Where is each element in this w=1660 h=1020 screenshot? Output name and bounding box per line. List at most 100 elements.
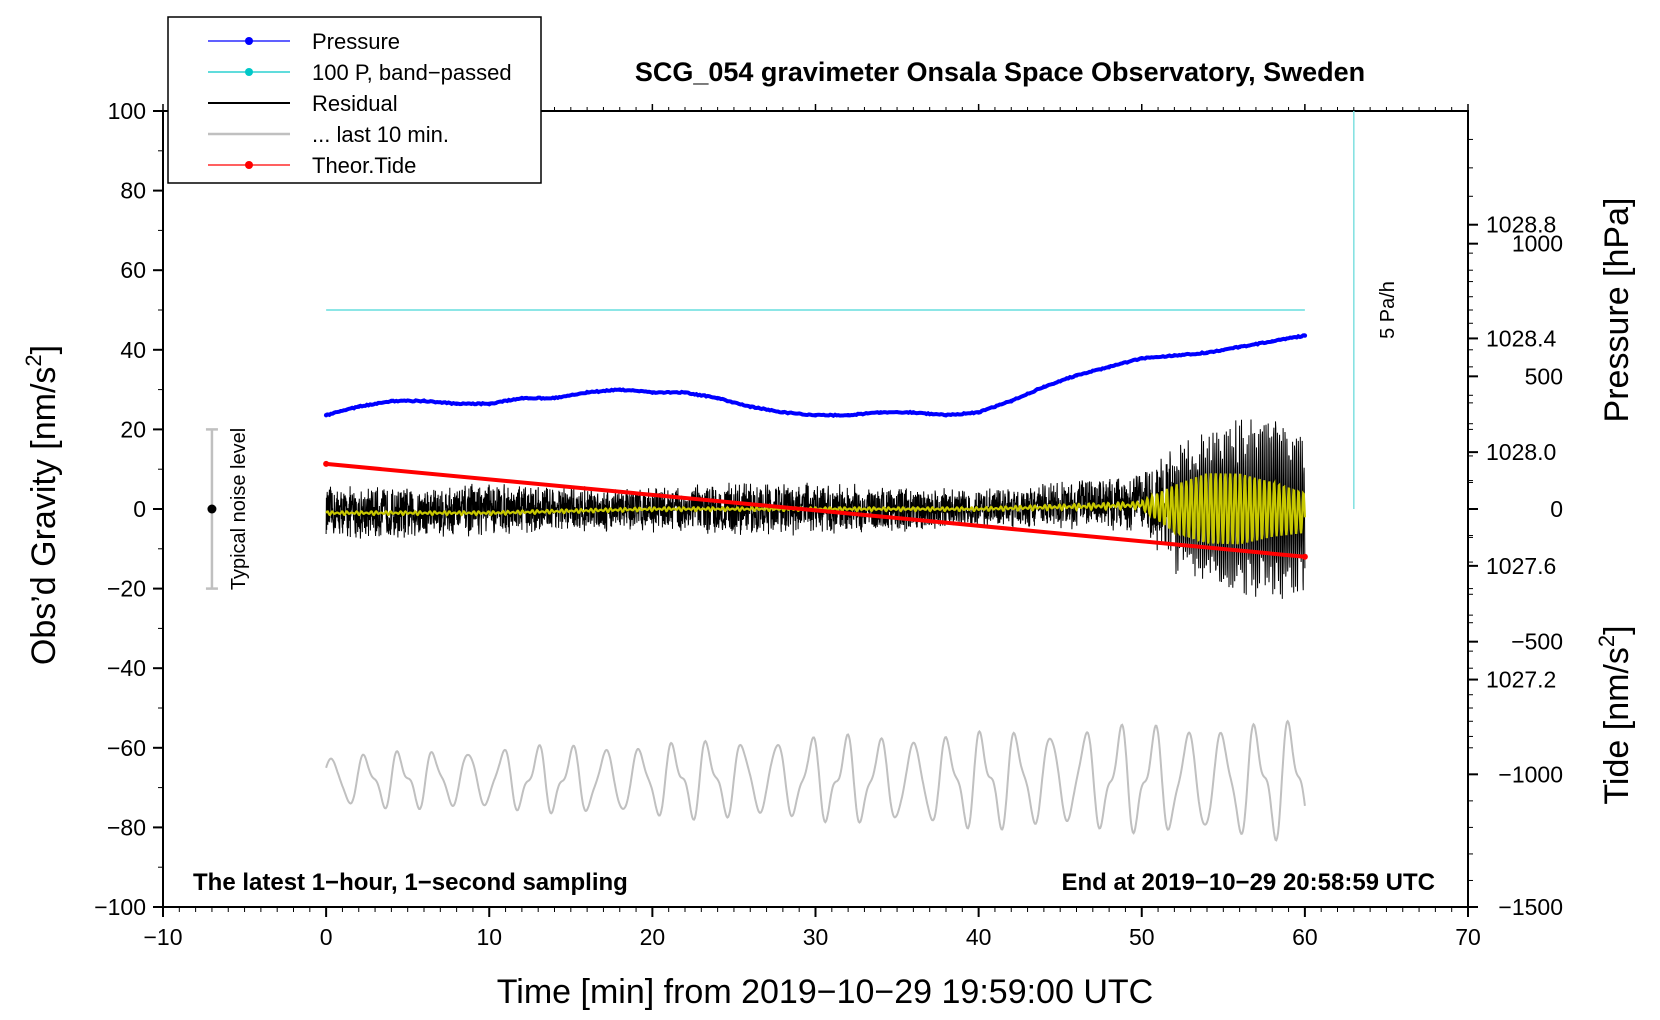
tide-tick-label: 1000: [1512, 231, 1563, 257]
legend-item: ... last 10 min.: [208, 122, 449, 147]
series-layer: [323, 309, 1308, 842]
pressure-point: [519, 395, 525, 401]
tide-tick-label: 0: [1550, 496, 1563, 522]
series-residual-line: [325, 419, 1306, 599]
pressure-point: [356, 404, 361, 409]
legend-label: Residual: [312, 91, 398, 116]
pressure-point: [682, 390, 688, 395]
y-tick-label: 60: [120, 257, 146, 283]
y-axis-title-left-end: ]: [25, 345, 63, 354]
x-tick-label: 40: [966, 924, 992, 950]
x-tick-label: 30: [803, 924, 829, 950]
pressure-tick-label: 1027.6: [1486, 553, 1556, 579]
y-axis-title-tide-end: ]: [1598, 625, 1636, 634]
legend-swatch-marker: [245, 37, 253, 45]
pressure-point: [487, 401, 492, 407]
y-axis-title-left: Obs’d Gravity [nm/s2]: [21, 345, 63, 665]
y-axis-title-tide-main: Tide [nm/s: [1598, 647, 1636, 804]
y-tick-label: −20: [107, 576, 146, 602]
legend-swatch-marker: [245, 68, 253, 76]
pressure-point: [1074, 373, 1079, 378]
annotation-layer: Typical noise level 5 Pa/h: [205, 111, 1399, 590]
series-theoretical-tide-line: [325, 461, 1306, 559]
pressure-tick-label: 1028.4: [1486, 325, 1557, 351]
x-tick-label: 20: [640, 924, 666, 950]
axes-layer: −10 0 10 20 30 40 50 60 70100806040200−20−40−60−…: [94, 98, 1563, 950]
pressure-point: [1172, 353, 1177, 358]
pressure-point: [323, 412, 329, 418]
tide-point: [1301, 553, 1308, 560]
tide-point: [323, 460, 330, 467]
legend-swatch-marker: [245, 161, 253, 169]
rate-scale-label: 5 Pa/h: [1377, 281, 1399, 339]
legend-item: Pressure: [208, 29, 400, 54]
legend-label: 100 P, band−passed: [312, 60, 512, 85]
pressure-point: [650, 390, 655, 395]
y-tick-label: 0: [133, 496, 146, 522]
pressure-point: [780, 410, 786, 415]
pressure-point: [813, 412, 818, 418]
y-axis-title-left-main: Obs’d Gravity [nm/s: [25, 367, 63, 666]
tide-tick-label: −1000: [1498, 761, 1563, 787]
series-last-10-min-line: [325, 719, 1306, 842]
legend: Pressure 100 P, band−passed Residual ... la…: [167, 16, 542, 184]
bottom-left-note: The latest 1−hour, 1−second sampling: [193, 869, 628, 896]
bottom-right-note: End at 2019−10−29 20:58:59 UTC: [1061, 869, 1435, 896]
legend-item: Theor.Tide: [208, 153, 416, 178]
tide-tick-label: −500: [1511, 629, 1563, 655]
pressure-point: [878, 410, 883, 415]
pressure-point: [845, 412, 851, 418]
pressure-point: [943, 412, 949, 418]
pressure-point: [584, 390, 590, 395]
y-tick-label: 20: [120, 416, 146, 442]
legend-item: Residual: [208, 91, 398, 116]
pressure-point: [748, 404, 753, 409]
x-tick-label: 0: [320, 924, 333, 950]
pressure-point: [617, 387, 622, 392]
y-axis-title-tide: Tide [nm/s2]: [1594, 625, 1636, 804]
y-tick-label: 100: [108, 98, 146, 124]
pressure-tick-label: 1028.8: [1486, 212, 1556, 238]
y-tick-label: −80: [107, 814, 146, 840]
pressure-point: [715, 395, 720, 401]
x-tick-label: 60: [1292, 924, 1318, 950]
chart-title: SCG_054 gravimeter Onsala Space Observat…: [635, 57, 1365, 87]
y-tick-label: −40: [107, 655, 146, 681]
y-tick-label: 80: [120, 178, 146, 204]
legend-item: 100 P, band−passed: [208, 60, 512, 85]
pressure-point: [911, 410, 916, 415]
x-tick-label: −10: [143, 924, 182, 950]
pressure-point: [1204, 350, 1210, 355]
legend-label: ... last 10 min.: [312, 122, 449, 147]
pressure-point: [1302, 333, 1308, 338]
pressure-point: [1139, 356, 1144, 361]
pressure-point: [1041, 384, 1047, 389]
pressure-tick-label: 1028.0: [1486, 439, 1556, 465]
pressure-tick-label: 1027.2: [1486, 667, 1556, 693]
pressure-point: [1106, 364, 1112, 370]
pressure-point: [552, 395, 557, 401]
legend-box: [167, 16, 542, 184]
x-axis-title: Time [min] from 2019−10−29 19:59:00 UTC: [497, 973, 1153, 1011]
pressure-point: [389, 398, 394, 404]
y-tick-label: −100: [94, 894, 146, 920]
legend-label: Theor.Tide: [312, 153, 416, 178]
noise-bar-center-dot: [207, 504, 217, 514]
pressure-point: [1009, 398, 1014, 404]
y-tick-label: −60: [107, 735, 146, 761]
y-axis-title-pressure: Pressure [hPa]: [1598, 198, 1636, 423]
x-tick-label: 10: [476, 924, 502, 950]
pressure-point: [421, 398, 427, 404]
tide-tick-label: 500: [1525, 363, 1563, 389]
pressure-point: [454, 401, 459, 407]
x-tick-label: 50: [1129, 924, 1155, 950]
pressure-point: [1270, 339, 1275, 344]
x-tick-label: 70: [1455, 924, 1481, 950]
legend-label: Pressure: [312, 29, 400, 54]
series-residual-smoothed-line: [325, 473, 1306, 545]
y-tick-label: 40: [120, 337, 146, 363]
pressure-point: [1237, 344, 1242, 350]
tide-tick-label: −1500: [1498, 894, 1563, 920]
pressure-point: [976, 410, 981, 415]
